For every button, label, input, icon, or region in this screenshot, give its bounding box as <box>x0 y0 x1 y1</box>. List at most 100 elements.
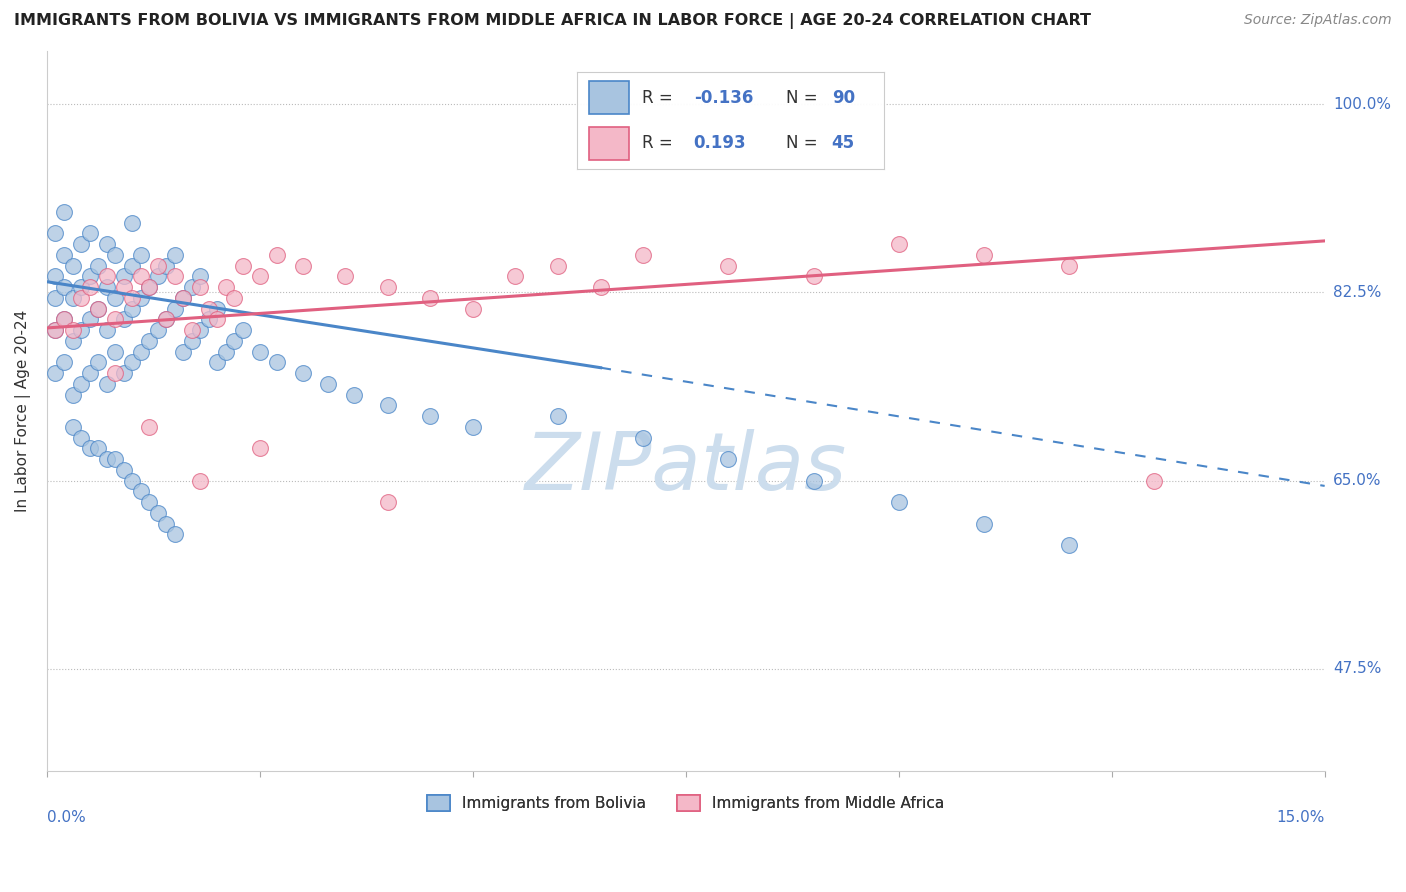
Point <box>129 344 152 359</box>
Point <box>188 280 211 294</box>
Point <box>224 291 246 305</box>
Point <box>44 291 66 305</box>
Point <box>717 452 740 467</box>
Point <box>79 442 101 456</box>
Point <box>44 323 66 337</box>
Point <box>291 259 314 273</box>
Point <box>291 366 314 380</box>
Point <box>112 280 135 294</box>
Point <box>215 344 238 359</box>
Point <box>249 344 271 359</box>
Point <box>155 312 177 326</box>
Point <box>215 280 238 294</box>
Point <box>53 355 76 369</box>
Text: 82.5%: 82.5% <box>1333 285 1381 300</box>
Point <box>70 280 93 294</box>
Point <box>198 301 221 316</box>
Point <box>112 312 135 326</box>
Point <box>62 387 84 401</box>
Point <box>198 312 221 326</box>
Point <box>180 323 202 337</box>
Point <box>44 227 66 241</box>
Point <box>207 312 229 326</box>
Point <box>207 355 229 369</box>
Point <box>96 269 118 284</box>
Point <box>53 205 76 219</box>
Point <box>138 334 160 348</box>
Point <box>53 312 76 326</box>
Point <box>138 280 160 294</box>
Point <box>207 301 229 316</box>
Point <box>96 280 118 294</box>
Point <box>79 312 101 326</box>
Point <box>1143 474 1166 488</box>
Point <box>631 248 654 262</box>
Point <box>129 291 152 305</box>
Point <box>104 344 127 359</box>
Point <box>96 323 118 337</box>
Point <box>53 248 76 262</box>
Point <box>104 366 127 380</box>
Point <box>163 301 186 316</box>
Point <box>163 248 186 262</box>
Point <box>188 474 211 488</box>
Point <box>188 323 211 337</box>
Point <box>505 269 527 284</box>
Point <box>266 248 288 262</box>
Point <box>70 376 93 391</box>
Point <box>224 334 246 348</box>
Point <box>138 280 160 294</box>
Point <box>887 495 910 509</box>
Text: IMMIGRANTS FROM BOLIVIA VS IMMIGRANTS FROM MIDDLE AFRICA IN LABOR FORCE | AGE 20: IMMIGRANTS FROM BOLIVIA VS IMMIGRANTS FR… <box>14 13 1091 29</box>
Point <box>87 355 110 369</box>
Point <box>104 291 127 305</box>
Text: 65.0%: 65.0% <box>1333 473 1382 488</box>
Point <box>461 419 484 434</box>
Point <box>87 301 110 316</box>
Point <box>96 376 118 391</box>
Point <box>62 334 84 348</box>
Point <box>121 474 143 488</box>
Point <box>112 366 135 380</box>
Point <box>155 259 177 273</box>
Point <box>121 216 143 230</box>
Point <box>343 387 366 401</box>
Point <box>1057 538 1080 552</box>
Point <box>155 516 177 531</box>
Point <box>172 291 194 305</box>
Point <box>79 366 101 380</box>
Point <box>172 344 194 359</box>
Point <box>96 237 118 252</box>
Text: 15.0%: 15.0% <box>1277 810 1324 825</box>
Point <box>44 366 66 380</box>
Point <box>188 269 211 284</box>
Point <box>62 259 84 273</box>
Point <box>70 431 93 445</box>
Point <box>887 237 910 252</box>
Point <box>146 323 169 337</box>
Text: Source: ZipAtlas.com: Source: ZipAtlas.com <box>1244 13 1392 28</box>
Point <box>180 334 202 348</box>
Point <box>87 259 110 273</box>
Point <box>129 248 152 262</box>
Point <box>180 280 202 294</box>
Point <box>249 269 271 284</box>
Point <box>1057 259 1080 273</box>
Point <box>717 259 740 273</box>
Point <box>104 312 127 326</box>
Point <box>44 323 66 337</box>
Point <box>121 301 143 316</box>
Point <box>172 291 194 305</box>
Point <box>62 323 84 337</box>
Point <box>249 442 271 456</box>
Point <box>803 474 825 488</box>
Text: 100.0%: 100.0% <box>1333 97 1391 112</box>
Y-axis label: In Labor Force | Age 20-24: In Labor Force | Age 20-24 <box>15 310 31 512</box>
Point <box>155 312 177 326</box>
Point <box>129 269 152 284</box>
Point <box>79 269 101 284</box>
Text: 0.0%: 0.0% <box>46 810 86 825</box>
Point <box>121 355 143 369</box>
Point <box>87 301 110 316</box>
Point <box>419 291 441 305</box>
